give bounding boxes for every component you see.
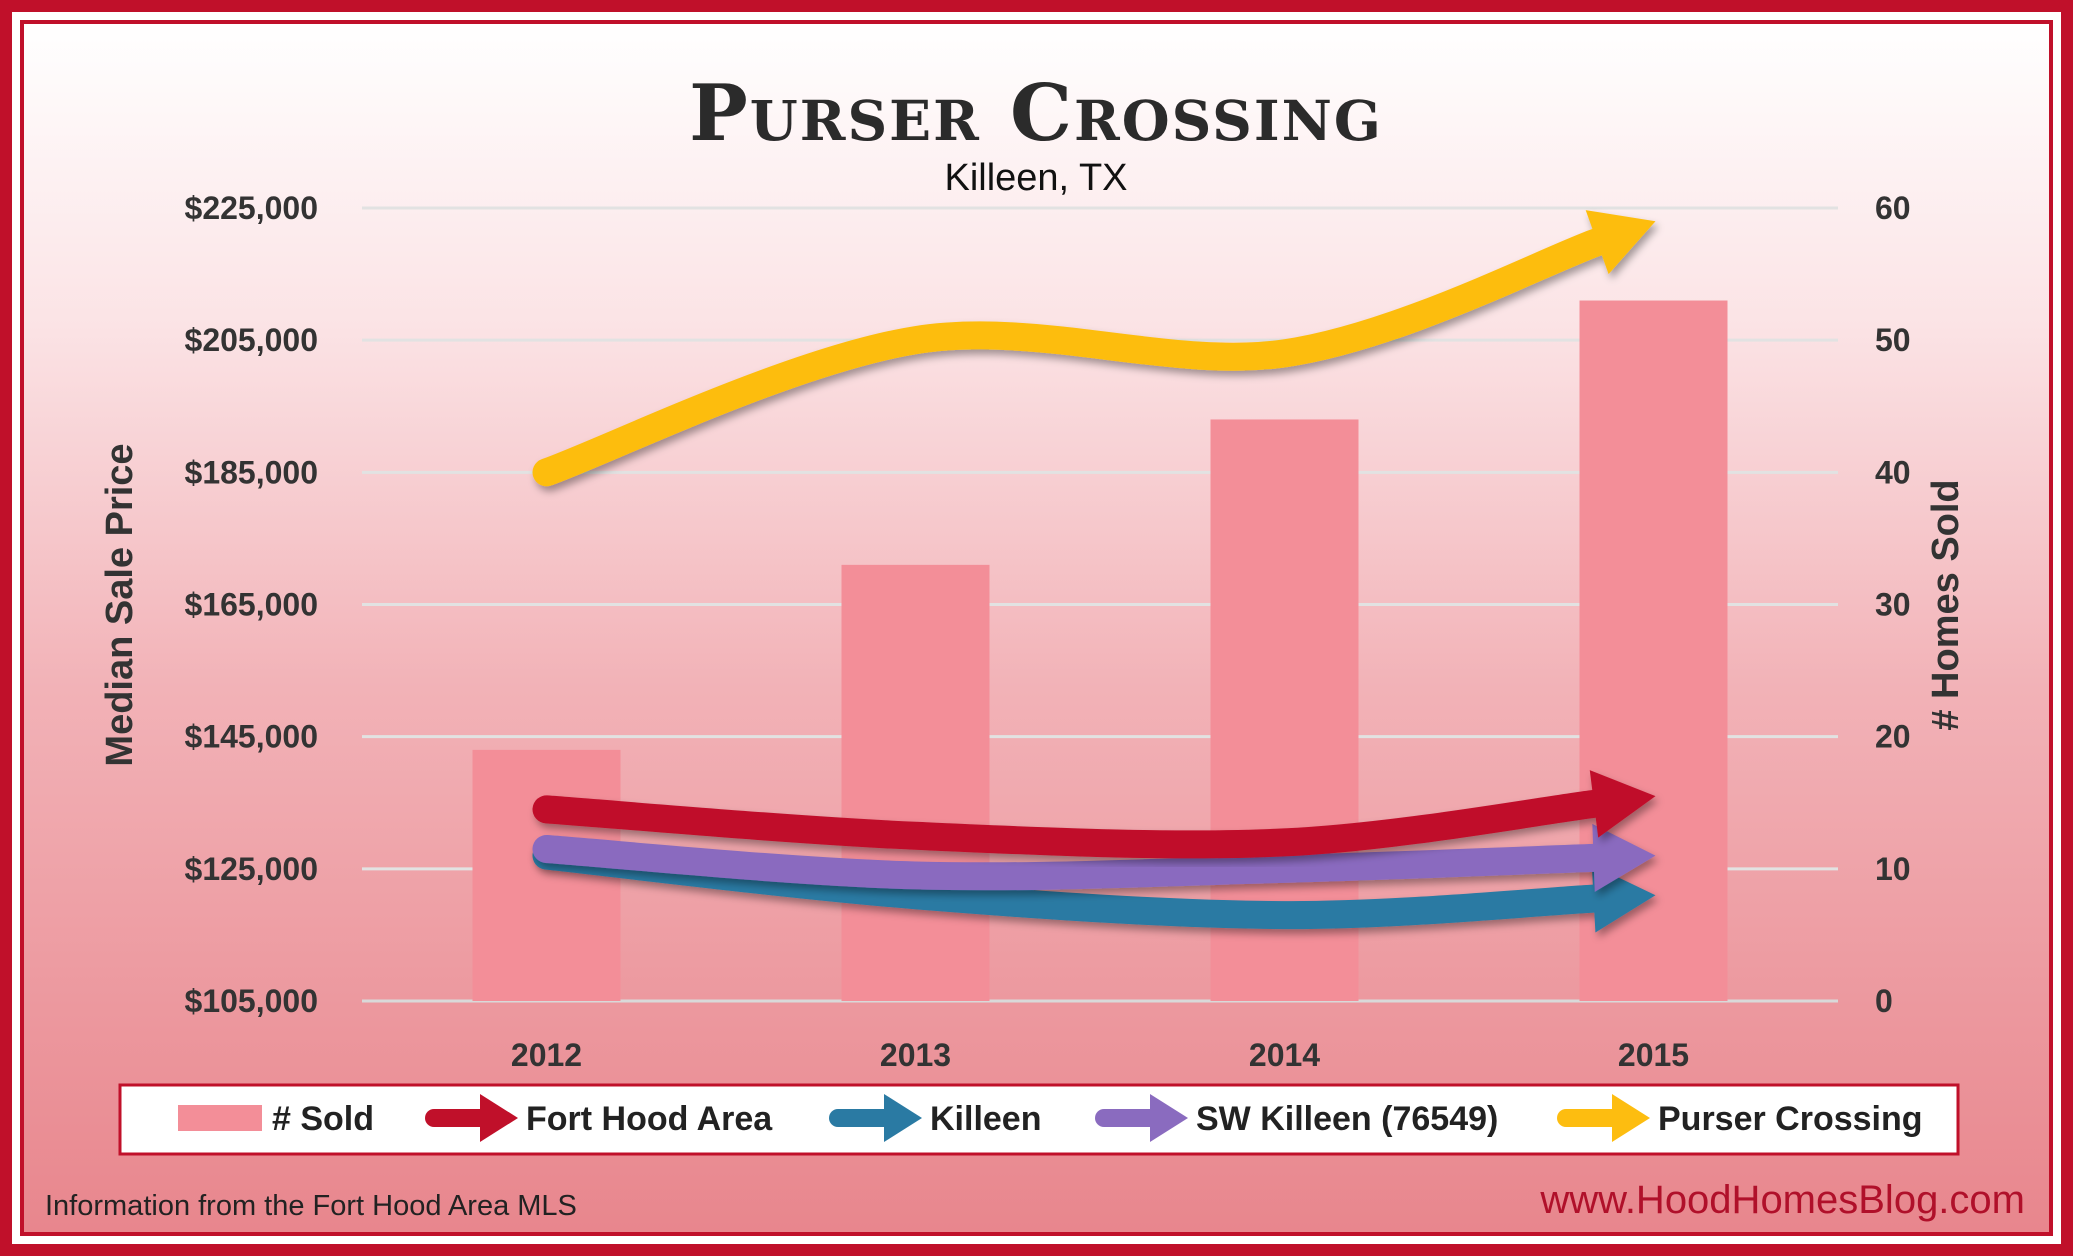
left-tick-label: $105,000 [185,983,318,1019]
legend-label: # Sold [272,1100,374,1138]
legend-label: SW Killeen (76549) [1196,1100,1498,1138]
arrow-sw-killeen-76549 [532,823,1656,892]
line-purser-crossing [532,228,1612,487]
x-tick-label: 2013 [880,1037,951,1073]
chart-title: Purser Crossing [689,68,1383,159]
chart-subtitle: Killeen, TX [944,157,1127,199]
legend-swatch-arrowhead [1612,1094,1650,1142]
arrowhead-purser-crossing [1585,210,1656,275]
right-tick-label: 30 [1875,587,1911,623]
left-tick-label: $225,000 [185,190,318,226]
legend-swatch-arrowhead [480,1094,518,1142]
right-tick-label: 40 [1875,454,1911,490]
legend-swatch [178,1105,262,1131]
legend-item-fort-hood-area: Fort Hood Area [425,1094,773,1142]
legend-label: Killeen [930,1100,1041,1138]
right-axis-ticks: 0 10 20 30 40 50 60 [1875,190,1911,1019]
arrowhead-fort-hood-area [1589,770,1656,838]
legend-item-purser-crossing: Purser Crossing [1557,1094,1923,1142]
line-sw-killeen-76549 [532,835,1608,891]
footer-website: www.HoodHomesBlog.com [1539,1178,2025,1222]
legend: # Sold Fort Hood Area Killeen SW Killeen (7… [178,1094,1923,1142]
left-axis-label: Median Sale Price [99,443,141,766]
legend-item-killeen: Killeen [829,1094,1041,1142]
x-tick-label: 2015 [1618,1037,1689,1073]
left-tick-label: $165,000 [185,587,318,623]
right-tick-label: 20 [1875,719,1911,755]
right-tick-label: 0 [1875,983,1893,1019]
arrow-purser-crossing [532,210,1656,487]
x-tick-label: 2012 [511,1037,582,1073]
right-axis-label: # Homes Sold [1925,479,1967,730]
legend-swatch-arrowhead [1150,1094,1188,1142]
trend-arrows [532,210,1656,933]
left-axis-ticks: $105,000 $125,000 $145,000 $165,000 $185,000… [185,190,318,1019]
left-tick-label: $185,000 [185,454,318,490]
legend-label: Purser Crossing [1658,1100,1923,1138]
x-axis-ticks: 2012 2013 2014 2015 [511,1037,1689,1073]
legend-label: Fort Hood Area [526,1100,773,1138]
left-tick-label: $145,000 [185,719,318,755]
left-tick-label: $205,000 [185,322,318,358]
legend-item-sold: # Sold [178,1100,374,1138]
right-tick-label: 50 [1875,322,1911,358]
left-tick-label: $125,000 [185,851,318,887]
bar-2013 [841,564,990,1001]
right-tick-label: 10 [1875,851,1911,887]
legend-item-sw-killeen-76549: SW Killeen (76549) [1095,1094,1498,1142]
legend-swatch-arrowhead [884,1094,922,1142]
right-tick-label: 60 [1875,190,1911,226]
arrowhead-sw-killeen-76549 [1592,823,1656,892]
x-tick-label: 2014 [1249,1037,1320,1073]
arrow-fort-hood-area [532,770,1656,859]
footer-source: Information from the Fort Hood Area MLS [45,1190,577,1222]
line-fort-hood-area [532,789,1608,859]
bar-2012 [472,749,621,1001]
